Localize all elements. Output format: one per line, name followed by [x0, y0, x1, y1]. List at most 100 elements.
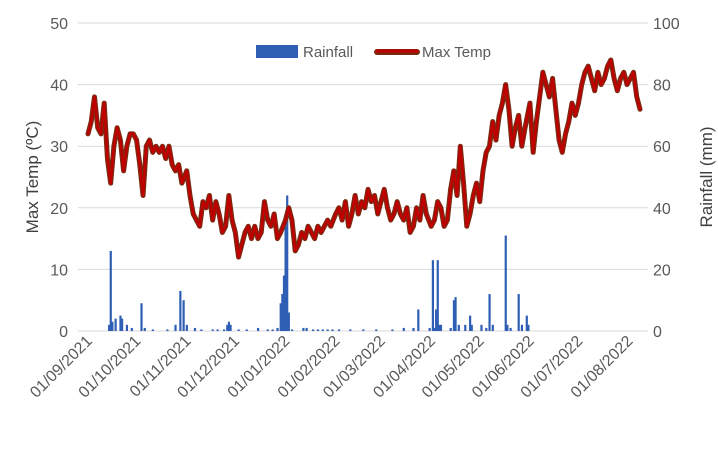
rainfall-bar — [179, 290, 182, 331]
y-right-ticks: 100 80 60 40 20 0 — [653, 16, 680, 341]
y-left-tick-label: 20 — [50, 201, 68, 218]
rainfall-bars — [108, 195, 530, 331]
rainfall-bar — [305, 327, 308, 331]
y-left-tick-label: 40 — [50, 78, 68, 95]
rainfall-bar — [449, 327, 452, 331]
rainfall-bar — [457, 324, 460, 331]
rainfall-bar — [312, 329, 315, 331]
rainfall-bar — [166, 329, 169, 331]
y-right-tick-label: 80 — [653, 78, 671, 95]
rainfall-bar — [316, 329, 320, 331]
rainfall-bar — [485, 327, 488, 331]
rainfall-bar — [119, 315, 122, 331]
rainfall-bar — [211, 329, 214, 331]
y-left-axis-title: Max Temp (ºC) — [23, 121, 42, 234]
rainfall-bar — [216, 329, 219, 331]
rainfall-bar — [256, 327, 260, 331]
rainfall-bar — [193, 327, 197, 331]
y-left-tick-label: 50 — [50, 16, 68, 33]
rainfall-bar — [337, 329, 341, 331]
rainfall-bar — [464, 324, 467, 331]
rainfall-bar — [504, 235, 507, 331]
rainfall-bar — [140, 303, 143, 331]
rainfall-bar — [151, 329, 154, 331]
rainfall-bar — [227, 321, 231, 331]
rainfall-bar — [284, 226, 287, 331]
rainfall-bar — [174, 324, 177, 331]
rainfall-bar — [281, 294, 284, 331]
rainfall-bar — [454, 297, 457, 331]
legend-swatch-rainfall — [256, 45, 298, 58]
legend: Rainfall Max Temp — [256, 44, 491, 61]
rainfall-bar — [120, 318, 124, 331]
rainfall-bar — [438, 324, 441, 331]
rainfall-bar — [480, 324, 483, 331]
rainfall-bar — [287, 312, 290, 331]
rainfall-bar — [282, 275, 286, 331]
rainfall-bar — [506, 324, 509, 331]
rainfall-bar — [143, 327, 146, 331]
rainfall-bar — [279, 303, 282, 331]
rainfall-bar — [245, 329, 248, 331]
rainfall-bar — [433, 327, 436, 331]
rainfall-bar — [428, 327, 431, 331]
rainfall-bar — [271, 329, 274, 331]
rainfall-bar — [439, 324, 443, 331]
rainfall-bar — [229, 324, 232, 331]
y-right-axis-title: Rainfall (mm) — [697, 126, 716, 227]
gridlines — [78, 22, 648, 332]
rainfall-bar — [321, 329, 324, 331]
legend-label-rainfall: Rainfall — [303, 44, 353, 61]
rainfall-bar — [375, 329, 378, 331]
rainfall-bar — [226, 324, 229, 331]
rainfall-bar — [286, 195, 289, 331]
y-left-tick-label: 10 — [50, 262, 68, 279]
legend-label-max-temp: Max Temp — [422, 44, 491, 61]
rainfall-bar — [488, 294, 491, 331]
rainfall-bar — [362, 329, 365, 331]
rainfall-bar — [222, 329, 226, 331]
rainfall-bar — [520, 324, 524, 331]
rainfall-bar — [452, 300, 456, 331]
y-right-tick-label: 20 — [653, 262, 671, 279]
rainfall-bar — [525, 315, 528, 331]
rainfall-bar — [200, 329, 203, 331]
rainfall-bar — [417, 309, 420, 331]
rainfall-bar — [185, 324, 188, 331]
y-right-tick-label: 40 — [653, 201, 671, 218]
rainfall-bar — [431, 260, 434, 331]
rainfall-bar — [182, 300, 185, 331]
y-left-tick-label: 0 — [59, 324, 68, 341]
rainfall-bar — [517, 294, 520, 331]
rainfall-bar — [276, 327, 279, 331]
rainfall-bar — [509, 327, 512, 331]
rainfall-bar — [436, 260, 439, 331]
max-temp-series — [85, 57, 643, 260]
y-left-ticks: 50 40 30 20 10 0 — [50, 16, 68, 341]
rainfall-bar — [402, 327, 405, 331]
rainfall-bar — [114, 318, 117, 331]
y-right-tick-label: 60 — [653, 139, 671, 156]
rainfall-bar — [469, 315, 472, 331]
rainfall-bar — [290, 329, 294, 331]
rainfall-bar — [111, 321, 114, 331]
rainfall-bar — [349, 329, 352, 331]
rainfall-bar — [412, 327, 415, 331]
rainfall-bar — [109, 250, 112, 331]
rainfall-bar — [527, 324, 530, 331]
rainfall-bar — [302, 327, 305, 331]
rainfall-bar — [130, 327, 133, 331]
rainfall-bar — [470, 324, 473, 331]
rainfall-bar — [391, 329, 394, 331]
rainfall-bar — [237, 329, 240, 331]
max-temp-line — [86, 58, 642, 259]
y-right-tick-label: 100 — [653, 16, 680, 33]
x-axis-ticks: 01/09/202101/10/202101/11/202101/12/2021… — [27, 333, 636, 402]
rainfall-bar — [125, 324, 129, 331]
y-right-tick-label: 0 — [653, 324, 662, 341]
rainfall-bar — [326, 329, 329, 331]
rainfall-bar — [491, 324, 494, 331]
rainfall-bar — [108, 324, 111, 331]
y-left-tick-label: 30 — [50, 139, 68, 156]
